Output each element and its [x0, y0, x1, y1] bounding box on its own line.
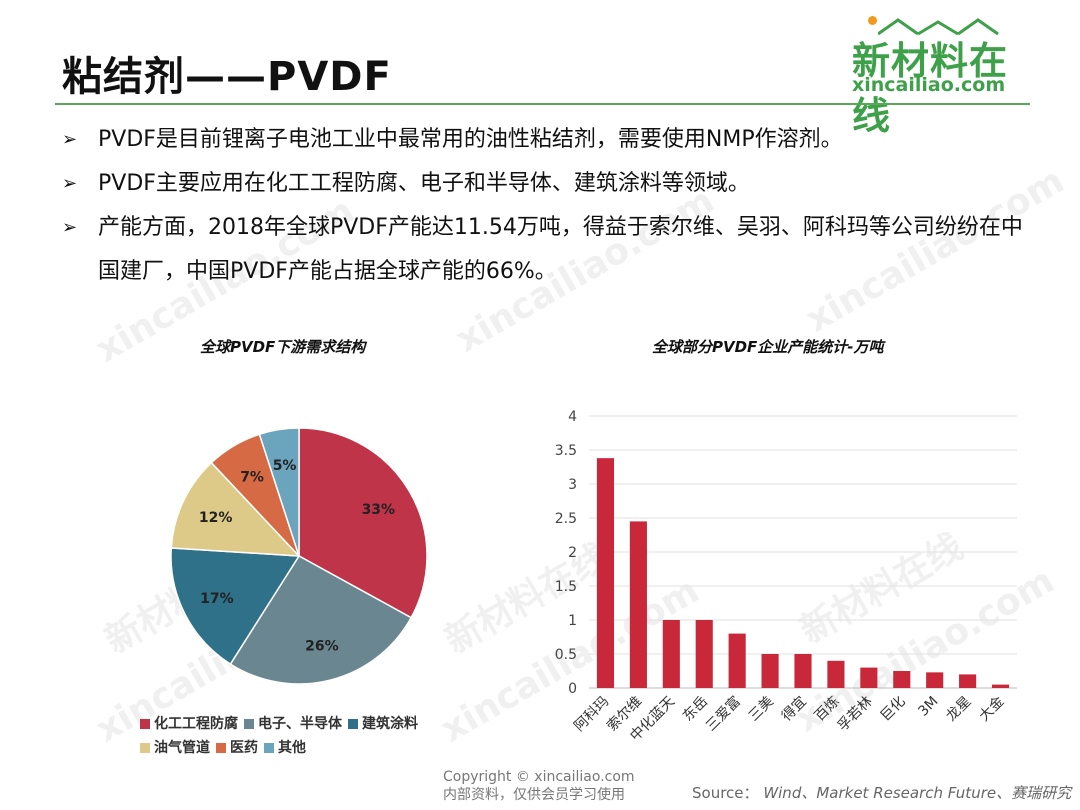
bar — [827, 660, 845, 688]
bullet-text: PVDF主要应用在化工工程防腐、电子和半导体、建筑涂料等领域。 — [98, 171, 750, 196]
bar — [596, 458, 615, 688]
bar — [629, 521, 647, 688]
y-tick-label: 1.5 — [555, 579, 577, 595]
x-tick-label: 阿科玛 — [571, 694, 612, 735]
bar — [794, 654, 812, 688]
roof-icon — [878, 18, 999, 36]
x-tick-label: 孚若林 — [835, 694, 876, 735]
legend-label: 电子、半导体 — [258, 716, 342, 732]
arrow-bullet-icon: ➢ — [62, 173, 78, 194]
bar — [991, 684, 1010, 688]
page-title: 粘结剂——PVDF — [62, 54, 392, 100]
arrow-bullet-icon: ➢ — [62, 217, 78, 238]
x-tick-label: 得宜 — [778, 693, 810, 725]
legend-swatch — [348, 719, 358, 729]
x-tick-label: 3M — [915, 694, 941, 720]
source-label: Source： — [692, 784, 759, 802]
pie-slice — [170, 547, 301, 666]
source-text: Wind、Market Research Future、赛瑞研究 — [763, 784, 1072, 802]
pie-legend: 化工工程防腐 电子、半导体 建筑涂料油气管道 医药 其他 — [140, 712, 460, 760]
legend-item: 电子、半导体 — [244, 712, 342, 736]
y-tick-label: 4 — [568, 409, 577, 425]
y-tick-label: 2 — [568, 545, 577, 561]
y-tick-label: 2.5 — [555, 511, 577, 527]
x-tick-label: 巨化 — [877, 694, 908, 725]
legend-item: 其他 — [264, 736, 306, 760]
y-tick-label: 3 — [568, 477, 577, 493]
pie-data-label: 7% — [240, 470, 264, 486]
bar — [761, 654, 779, 688]
bullet-text: 产能方面，2018年全球PVDF产能达11.54万吨，得益于索尔维、吴羽、阿科玛… — [98, 215, 1023, 284]
bullet-item: ➢ 产能方面，2018年全球PVDF产能达11.54万吨，得益于索尔维、吴羽、阿… — [62, 206, 1042, 294]
bar-chart-title: 全球部分PVDF企业产能统计-万吨 — [652, 338, 884, 356]
pie-slice — [298, 427, 428, 619]
y-tick-label: 1 — [568, 613, 577, 629]
title-divider — [55, 103, 1030, 105]
x-tick-label: 三美 — [746, 694, 777, 725]
legend-label: 其他 — [278, 740, 306, 756]
bullet-list: ➢ PVDF是目前锂离子电池工业中最常用的油性粘结剂，需要使用NMP作溶剂。 ➢… — [62, 118, 1042, 294]
pie-data-label: 26% — [305, 638, 339, 654]
pie-data-label: 17% — [200, 591, 234, 607]
legend-label: 化工工程防腐 — [154, 716, 238, 732]
logo-text-en: xincailiao.com — [852, 74, 1006, 96]
bar — [893, 671, 911, 688]
x-tick-label: 大金 — [976, 694, 1007, 725]
legend-swatch — [140, 719, 150, 729]
y-tick-label: 0.5 — [555, 647, 577, 663]
internal-note: 内部资料，仅供会员学习使用 — [443, 787, 625, 803]
legend-swatch — [216, 743, 226, 753]
x-tick-label: 龙星 — [943, 694, 974, 725]
pie-slice — [258, 427, 300, 557]
y-tick-label: 3.5 — [555, 443, 577, 459]
bar — [926, 672, 944, 688]
legend-swatch — [140, 743, 150, 753]
legend-label: 建筑涂料 — [362, 716, 418, 732]
bar — [695, 620, 713, 688]
pie-chart-title: 全球PVDF下游需求结构 — [200, 338, 366, 356]
pie-data-label: 12% — [199, 510, 233, 526]
pie-slice — [229, 555, 413, 685]
legend-item: 建筑涂料 — [348, 712, 418, 736]
x-tick-label: 三爱富 — [702, 693, 744, 735]
pie-data-label: 33% — [362, 502, 396, 518]
copyright-notice: Copyright © xincailiao.com 内部资料，仅供会员学习使用 — [443, 768, 635, 804]
legend-item: 化工工程防腐 — [140, 712, 238, 736]
arrow-bullet-icon: ➢ — [62, 129, 78, 150]
legend-label: 油气管道 — [154, 740, 210, 756]
legend-swatch — [244, 719, 254, 729]
bar — [662, 620, 680, 688]
source-line: Source： Wind、Market Research Future、赛瑞研究 — [692, 782, 1071, 803]
pie-slice — [170, 461, 301, 557]
legend-item: 医药 — [216, 736, 258, 760]
bar — [728, 633, 746, 688]
pie-data-label: 5% — [273, 458, 297, 474]
logo-dot-icon — [868, 16, 877, 25]
y-tick-label: 0 — [568, 681, 577, 697]
bar — [860, 667, 878, 688]
bar — [959, 674, 977, 688]
bullet-item: ➢ PVDF是目前锂离子电池工业中最常用的油性粘结剂，需要使用NMP作溶剂。 — [62, 118, 1042, 162]
brand-logo: 新材料在线 xincailiao.com — [852, 14, 1042, 138]
legend-swatch — [264, 743, 274, 753]
logo-text-cn: 新材料在线 — [852, 39, 1009, 138]
legend-label: 医药 — [230, 740, 258, 756]
copyright-text: Copyright © xincailiao.com — [443, 769, 635, 785]
pie-chart: 33% 26% 17% 12% 7% 5% — [170, 427, 428, 685]
bullet-item: ➢ PVDF主要应用在化工工程防腐、电子和半导体、建筑涂料等领域。 — [62, 162, 1042, 206]
bullet-text: PVDF是目前锂离子电池工业中最常用的油性粘结剂，需要使用NMP作溶剂。 — [98, 127, 843, 152]
legend-item: 油气管道 — [140, 736, 210, 760]
